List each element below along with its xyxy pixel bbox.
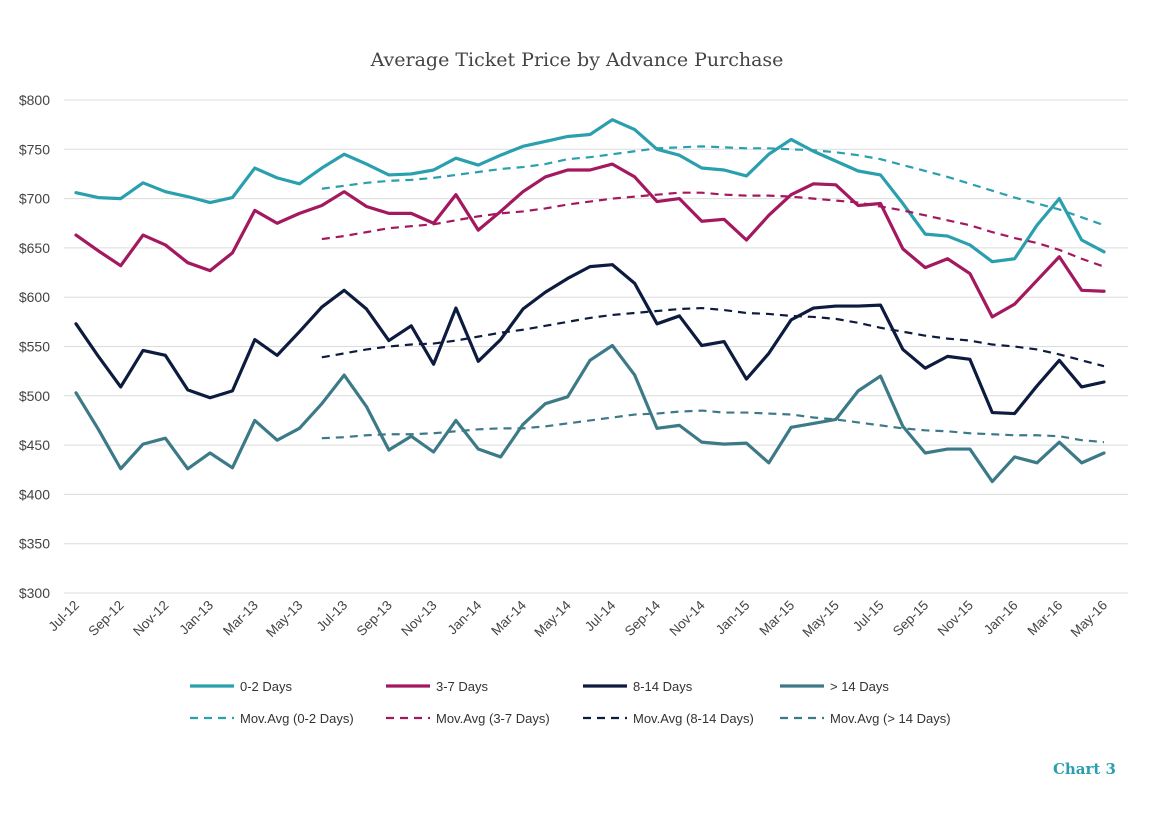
legend-label-mov-avg-8-14-days: Mov.Avg (8-14 Days) bbox=[633, 711, 754, 726]
y-tick-label: $750 bbox=[19, 141, 50, 157]
x-tick-label: Jul-15 bbox=[850, 598, 887, 635]
x-tick-label: May-13 bbox=[263, 598, 305, 640]
x-tick-label: Mar-16 bbox=[1025, 598, 1066, 639]
x-tick-label: Nov-14 bbox=[666, 597, 708, 639]
x-tick-label: Sep-14 bbox=[622, 597, 664, 639]
series-line-mov-avg-3-7-days bbox=[321, 191, 1105, 268]
y-tick-label: $700 bbox=[19, 191, 50, 207]
x-tick-label: Jan-15 bbox=[713, 598, 753, 638]
x-tick-label: Jan-14 bbox=[445, 597, 485, 637]
series-line-0-2-days bbox=[74, 118, 1106, 264]
y-tick-label: $600 bbox=[19, 289, 50, 305]
legend-label-14-days: > 14 Days bbox=[830, 679, 889, 694]
y-tick-label: $500 bbox=[19, 388, 50, 404]
y-tick-label: $300 bbox=[19, 585, 50, 601]
x-tick-label: Mar-13 bbox=[220, 598, 261, 639]
legend-label-3-7-days: 3-7 Days bbox=[436, 679, 489, 694]
legend-label-mov-avg-3-7-days: Mov.Avg (3-7 Days) bbox=[436, 711, 550, 726]
series-line-mov-avg-14-days bbox=[321, 409, 1105, 444]
chart-number-label: Chart 3 bbox=[1052, 760, 1116, 778]
series-line-mov-avg-8-14-days bbox=[321, 306, 1105, 368]
y-tick-label: $650 bbox=[19, 240, 50, 256]
legend-label-mov-avg-0-2-days: Mov.Avg (0-2 Days) bbox=[240, 711, 354, 726]
chart-title: Average Ticket Price by Advance Purchase bbox=[370, 49, 784, 71]
x-tick-label: Sep-12 bbox=[85, 598, 126, 639]
y-tick-label: $350 bbox=[19, 536, 50, 552]
series-line-8-14-days bbox=[74, 263, 1106, 416]
series-line-14-days bbox=[74, 343, 1106, 484]
plot-area bbox=[74, 118, 1106, 484]
x-tick-label: Jul-14 bbox=[582, 597, 619, 634]
y-tick-label: $800 bbox=[19, 92, 50, 108]
legend-label-8-14-days: 8-14 Days bbox=[633, 679, 693, 694]
x-tick-label: Mar-14 bbox=[488, 597, 529, 638]
x-tick-label: Sep-13 bbox=[354, 598, 395, 639]
legend-label-mov-avg-14-days: Mov.Avg (> 14 Days) bbox=[830, 711, 951, 726]
y-tick-label: $550 bbox=[19, 339, 50, 355]
y-axis: $300 $350 $400 $450 $500 $550 $600 $650 $700 $750… bbox=[19, 92, 50, 601]
x-tick-label: Mar-15 bbox=[756, 598, 797, 639]
x-tick-label: May-15 bbox=[800, 598, 842, 640]
x-tick-label: Jul-12 bbox=[46, 598, 83, 635]
x-tick-label: Nov-12 bbox=[130, 598, 171, 639]
legend: 0-2 Days 3-7 Days 8-14 Days > 14 Days Mov.Av… bbox=[190, 679, 951, 726]
series-line-mov-avg-0-2-days bbox=[321, 145, 1105, 227]
x-axis: Jul-12 Sep-12 Nov-12 Jan-13 Mar-13 May-13 Jul-… bbox=[46, 597, 1111, 640]
series-line-3-7-days bbox=[74, 162, 1106, 319]
x-tick-label: Jan-16 bbox=[981, 598, 1021, 638]
x-tick-label: May-16 bbox=[1068, 598, 1110, 640]
x-tick-label: May-14 bbox=[531, 597, 574, 640]
gridlines bbox=[64, 99, 1128, 594]
x-tick-label: Jul-13 bbox=[314, 598, 351, 635]
x-tick-label: Jan-13 bbox=[176, 598, 216, 638]
x-tick-label: Nov-15 bbox=[935, 598, 976, 639]
x-tick-label: Nov-13 bbox=[398, 598, 439, 639]
y-tick-label: $400 bbox=[19, 486, 50, 502]
x-tick-label: Sep-15 bbox=[890, 598, 931, 639]
y-tick-label: $450 bbox=[19, 437, 50, 453]
legend-label-0-2-days: 0-2 Days bbox=[240, 679, 293, 694]
